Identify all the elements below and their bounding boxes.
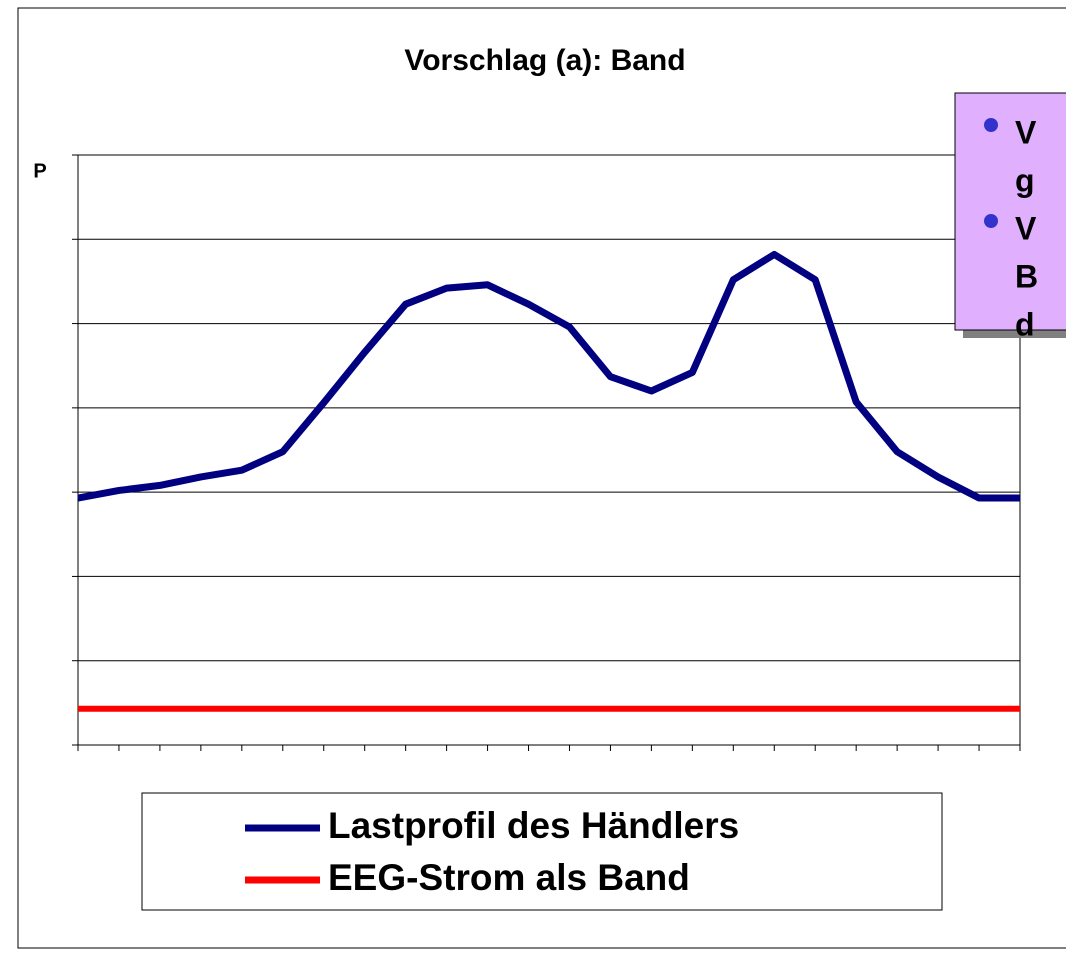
callout-line: V [1015, 210, 1037, 246]
series-line [77, 250, 1020, 502]
chart-title: Vorschlag (a): Band [404, 44, 685, 77]
legend-label: EEG-Strom als Band [328, 857, 690, 898]
frame [17, 7, 1066, 949]
plot [72, 154, 1021, 751]
callout-line: d [1015, 306, 1035, 342]
callout-line: V [1015, 114, 1037, 150]
legend-label: Lastprofil des Händlers [328, 805, 739, 846]
callout-line: B [1015, 258, 1038, 294]
legend [141, 792, 943, 911]
bullet [984, 118, 998, 132]
callout [954, 92, 1066, 331]
legend-items: Lastprofil des Händlers EEG-Strom als Ban… [245, 805, 739, 898]
callout-line: g [1015, 162, 1035, 198]
bullet [984, 214, 998, 228]
y-axis-label: P [33, 160, 46, 182]
